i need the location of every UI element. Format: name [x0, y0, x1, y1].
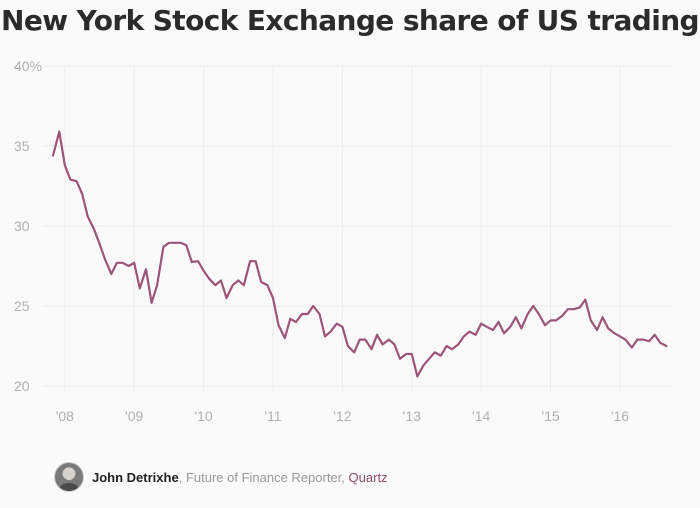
y-tick-label: 25 [14, 298, 30, 314]
author-name[interactable]: John Detrixhe [92, 469, 179, 485]
x-tick-label: '09 [125, 408, 143, 424]
x-tick-label: '14 [472, 408, 490, 424]
x-tick-label: '15 [541, 408, 559, 424]
x-tick-label: '08 [56, 408, 74, 424]
y-gridlines [44, 65, 672, 387]
x-tick-label: '13 [403, 408, 421, 424]
y-tick-label: 30 [14, 218, 30, 234]
y-tick-label: 20 [14, 378, 30, 394]
y-tick-label: 40% [14, 58, 42, 74]
series-group [51, 130, 668, 378]
x-axis-ticks: '08 '09 '10 '11 '12 '13 '14 '15 '16 [56, 408, 630, 424]
byline: John Detrixhe, Future of Finance Reporte… [54, 462, 388, 492]
x-tick-label: '11 [264, 408, 281, 424]
publication-link[interactable]: Quartz [348, 469, 388, 485]
chart-title: New York Stock Exchange share of US trad… [0, 4, 700, 37]
x-tick-label: '10 [194, 408, 212, 424]
x-gridlines [64, 66, 621, 392]
y-tick-label: 35 [14, 138, 30, 154]
author-role: Future of Finance Reporter, [185, 469, 345, 485]
x-tick-label: '12 [333, 408, 351, 424]
x-tick-label: '16 [611, 408, 629, 424]
author-avatar [54, 462, 84, 492]
series-line [51, 130, 668, 378]
byline-separator: , [178, 469, 183, 485]
y-axis-ticks: 20 25 30 35 40% [14, 58, 42, 394]
